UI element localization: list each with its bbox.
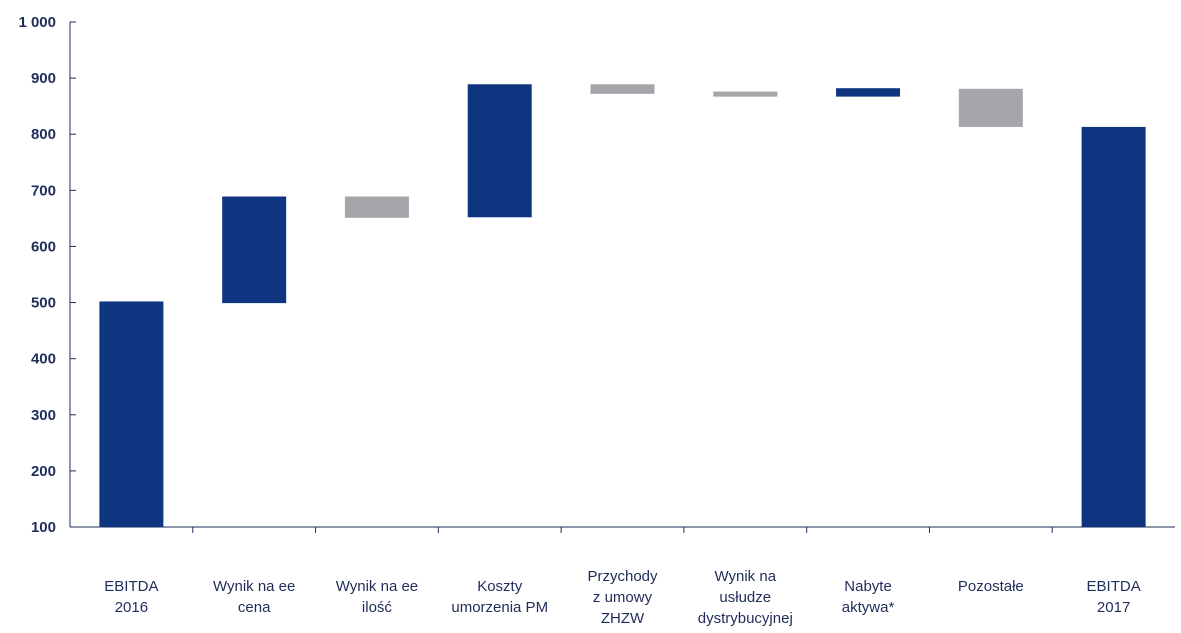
- bar-6: [836, 88, 901, 97]
- x-category-label-line: Pozostałe: [957, 578, 1024, 595]
- x-category-label: Wynik na ee ilość: [318, 576, 436, 618]
- y-tick-label: 400: [31, 351, 56, 368]
- x-category-label-line: Koszty: [477, 578, 523, 595]
- bar-0: [99, 301, 164, 527]
- y-tick-label: 600: [31, 238, 56, 255]
- x-category-label: Wynik na ee cena: [195, 576, 313, 618]
- x-category-label-line: EBITDA: [1086, 578, 1141, 595]
- x-category-label-line: EBITDA: [104, 578, 159, 595]
- x-category-label: EBITDA 2016: [72, 576, 190, 618]
- y-tick-label: 700: [31, 182, 56, 199]
- x-category-label-line: 2017: [1096, 599, 1131, 616]
- x-category-label-line: Wynik na ee: [212, 578, 296, 595]
- x-category-label-line: 2016: [114, 599, 149, 616]
- bar-7: [958, 88, 1023, 127]
- x-category-label-line: Przychody: [587, 568, 658, 585]
- bar-4: [590, 84, 655, 94]
- x-category-label-line: ilość: [361, 599, 392, 616]
- y-tick-label: 200: [31, 463, 56, 480]
- x-category-label-line: Wynik na: [714, 568, 777, 585]
- y-tick-label: 100: [31, 519, 56, 536]
- x-category-label: Nabyte aktywa*: [809, 576, 927, 618]
- x-category-label-line: usłudze: [719, 589, 772, 606]
- y-tick-label: 300: [31, 407, 56, 424]
- x-category-label-line: aktywa*: [841, 599, 895, 616]
- x-category-label-line: dystrybucyjnej: [697, 610, 793, 627]
- x-category-label-line: Nabyte: [844, 578, 892, 595]
- x-category-label-line: Wynik na ee: [335, 578, 419, 595]
- x-category-label-line: z umowy: [592, 589, 653, 606]
- x-category-label: Pozostałe: [932, 576, 1050, 597]
- bar-1: [222, 196, 287, 304]
- x-category-label-line: ZHZW: [600, 610, 645, 627]
- bar-2: [344, 196, 409, 218]
- x-category-label-line: umorzenia PM: [451, 599, 549, 616]
- x-category-label-line: cena: [237, 599, 271, 616]
- y-tick-label: 800: [31, 126, 56, 143]
- y-tick-label: 900: [31, 70, 56, 87]
- bar-5: [713, 91, 778, 97]
- bar-3: [467, 84, 532, 218]
- y-tick-label: 1 000: [18, 14, 56, 31]
- x-category-label: Koszty umorzenia PM: [441, 576, 559, 618]
- bar-8: [1081, 126, 1146, 527]
- y-tick-label: 500: [31, 295, 56, 312]
- x-category-label: Przychody z umowy ZHZW: [564, 566, 682, 629]
- x-category-label: EBITDA 2017: [1055, 576, 1173, 618]
- x-category-label: Wynik na usłudze dystrybucyjnej: [686, 566, 804, 629]
